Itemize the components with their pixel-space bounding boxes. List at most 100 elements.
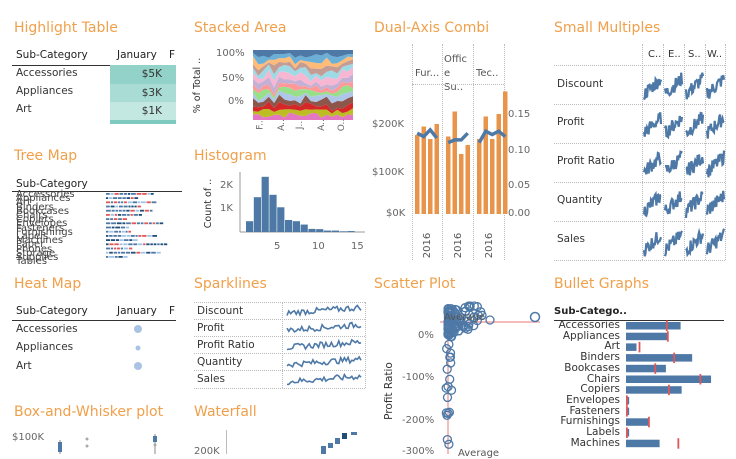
tree-map-cell xyxy=(146,251,151,254)
dual-sales-bar xyxy=(490,139,495,214)
tree-map-label: Fasteners xyxy=(16,222,65,234)
bullet-category-label: Labels xyxy=(586,426,620,438)
box-whisker-box xyxy=(153,436,157,442)
tree-map-cell xyxy=(115,205,119,208)
tree-map-cell xyxy=(131,205,134,208)
tree-map-label: Paper xyxy=(16,239,45,251)
scatter-plot xyxy=(440,301,541,454)
histogram-bar xyxy=(300,224,308,232)
tree-map-cell xyxy=(121,251,126,254)
dual-ytick-right: 0.15 xyxy=(508,109,531,120)
tree-map-cell xyxy=(130,235,135,237)
heat-col-f: F xyxy=(169,305,176,317)
tree-map-cell xyxy=(137,201,140,204)
histogram-xtick: 10 xyxy=(312,241,325,252)
tree-map-cell xyxy=(163,243,168,246)
tree-map-cell xyxy=(116,247,120,250)
stacked-area-layer xyxy=(253,63,353,82)
histogram-bar xyxy=(285,220,293,232)
tree-map-cell xyxy=(120,247,123,250)
tree-map-label: Appliances xyxy=(16,193,71,205)
tree-map-cell xyxy=(106,251,109,254)
tree-map-cell xyxy=(122,209,126,212)
tree-map-cell xyxy=(133,239,138,241)
tree-map-label: Chairs xyxy=(16,210,48,221)
scatter-point xyxy=(476,307,486,317)
tree-map-cell xyxy=(112,197,118,199)
small-mult-col: S.. xyxy=(688,49,701,60)
tree-map-cell xyxy=(133,243,138,246)
tree-map-cell xyxy=(113,251,118,254)
tree-map-cell xyxy=(110,218,114,220)
histogram-plot xyxy=(239,172,365,233)
tree-map-cell xyxy=(113,201,118,204)
scatter-ylabel: Profit Ratio xyxy=(382,362,395,420)
tree-map-cell xyxy=(150,243,153,246)
small-multiple-line xyxy=(642,75,663,100)
dual-xtick: 2016 xyxy=(484,232,496,259)
tree-map-cell xyxy=(106,214,110,216)
tree-map-cell xyxy=(119,239,123,241)
scatter-average-label: Average xyxy=(444,312,486,323)
scatter-point xyxy=(442,364,452,374)
dual-ytick-right: 0.10 xyxy=(508,145,531,156)
scatter-plot-title: Scatter Plot xyxy=(374,276,456,292)
small-multiple-line xyxy=(663,115,684,140)
bullet-plot xyxy=(626,320,712,449)
bullet-target xyxy=(677,438,680,449)
tree-map-cell xyxy=(116,239,120,241)
scatter-point xyxy=(444,339,454,350)
stacked-area-ylabel: % of Total .. xyxy=(192,57,204,114)
sparkline-row: Discount xyxy=(197,305,244,317)
stacked-area-layer xyxy=(253,90,353,104)
dual-sales-bar xyxy=(428,139,433,214)
tree-map-cell xyxy=(110,247,114,250)
tree-map-cell xyxy=(146,201,151,204)
bullet-category-label: Bookcases xyxy=(564,361,620,374)
stacked-area-title: Stacked Area xyxy=(194,20,287,36)
tree-map-cell xyxy=(118,197,122,199)
waterfall-title: Waterfall xyxy=(194,404,257,420)
bullet-bar xyxy=(626,332,668,341)
tree-map-label: Copiers xyxy=(16,214,54,226)
histogram-bar xyxy=(292,221,300,232)
tree-map-plot xyxy=(106,193,168,258)
tree-map-cell xyxy=(106,218,110,220)
tree-map-header: Sub-Category xyxy=(16,178,88,190)
waterfall-bar xyxy=(328,443,333,448)
highlight-col-january: January xyxy=(117,49,157,61)
scatter-point xyxy=(442,344,452,354)
heat-map-plot xyxy=(134,325,142,370)
bullet-target xyxy=(668,384,670,396)
dual-sales-bar xyxy=(477,139,482,214)
tree-map-cell xyxy=(140,222,144,225)
sparkline-line xyxy=(286,321,362,333)
waterfall-ytick: 200K xyxy=(194,446,220,457)
small-multiple-line xyxy=(705,228,726,255)
stacked-area-layer xyxy=(253,59,353,77)
bullet-category-label: Binders xyxy=(580,351,620,364)
heat-col-january: January xyxy=(117,305,157,317)
tree-map-cell xyxy=(110,193,114,195)
tree-map-cell xyxy=(141,251,146,254)
dual-axis-plot xyxy=(415,91,508,214)
histogram-xtick: 5 xyxy=(274,241,281,252)
tree-map-cell xyxy=(128,230,132,233)
tree-map-cell xyxy=(119,205,123,208)
scatter-point xyxy=(442,392,453,403)
dual-panel-label: Offic e Su.. xyxy=(444,54,468,93)
tree-map-cell xyxy=(111,222,116,225)
tree-map-cell xyxy=(109,235,113,237)
bullet-category-label: Envelopes xyxy=(566,393,620,406)
tree-map-cell xyxy=(127,201,132,204)
box-whisker-title: Box-and-Whisker plot xyxy=(14,404,164,420)
small-multiple-line xyxy=(685,111,705,138)
heat-map-title: Heat Map xyxy=(14,276,82,292)
highlight-cell: $5K xyxy=(110,65,176,84)
scatter-point xyxy=(449,323,460,333)
dual-sales-bar xyxy=(483,116,488,214)
tree-map-cell xyxy=(117,235,122,237)
tree-map-cell xyxy=(122,218,128,220)
histogram-bar xyxy=(339,231,347,232)
tree-map-cell xyxy=(147,193,150,195)
